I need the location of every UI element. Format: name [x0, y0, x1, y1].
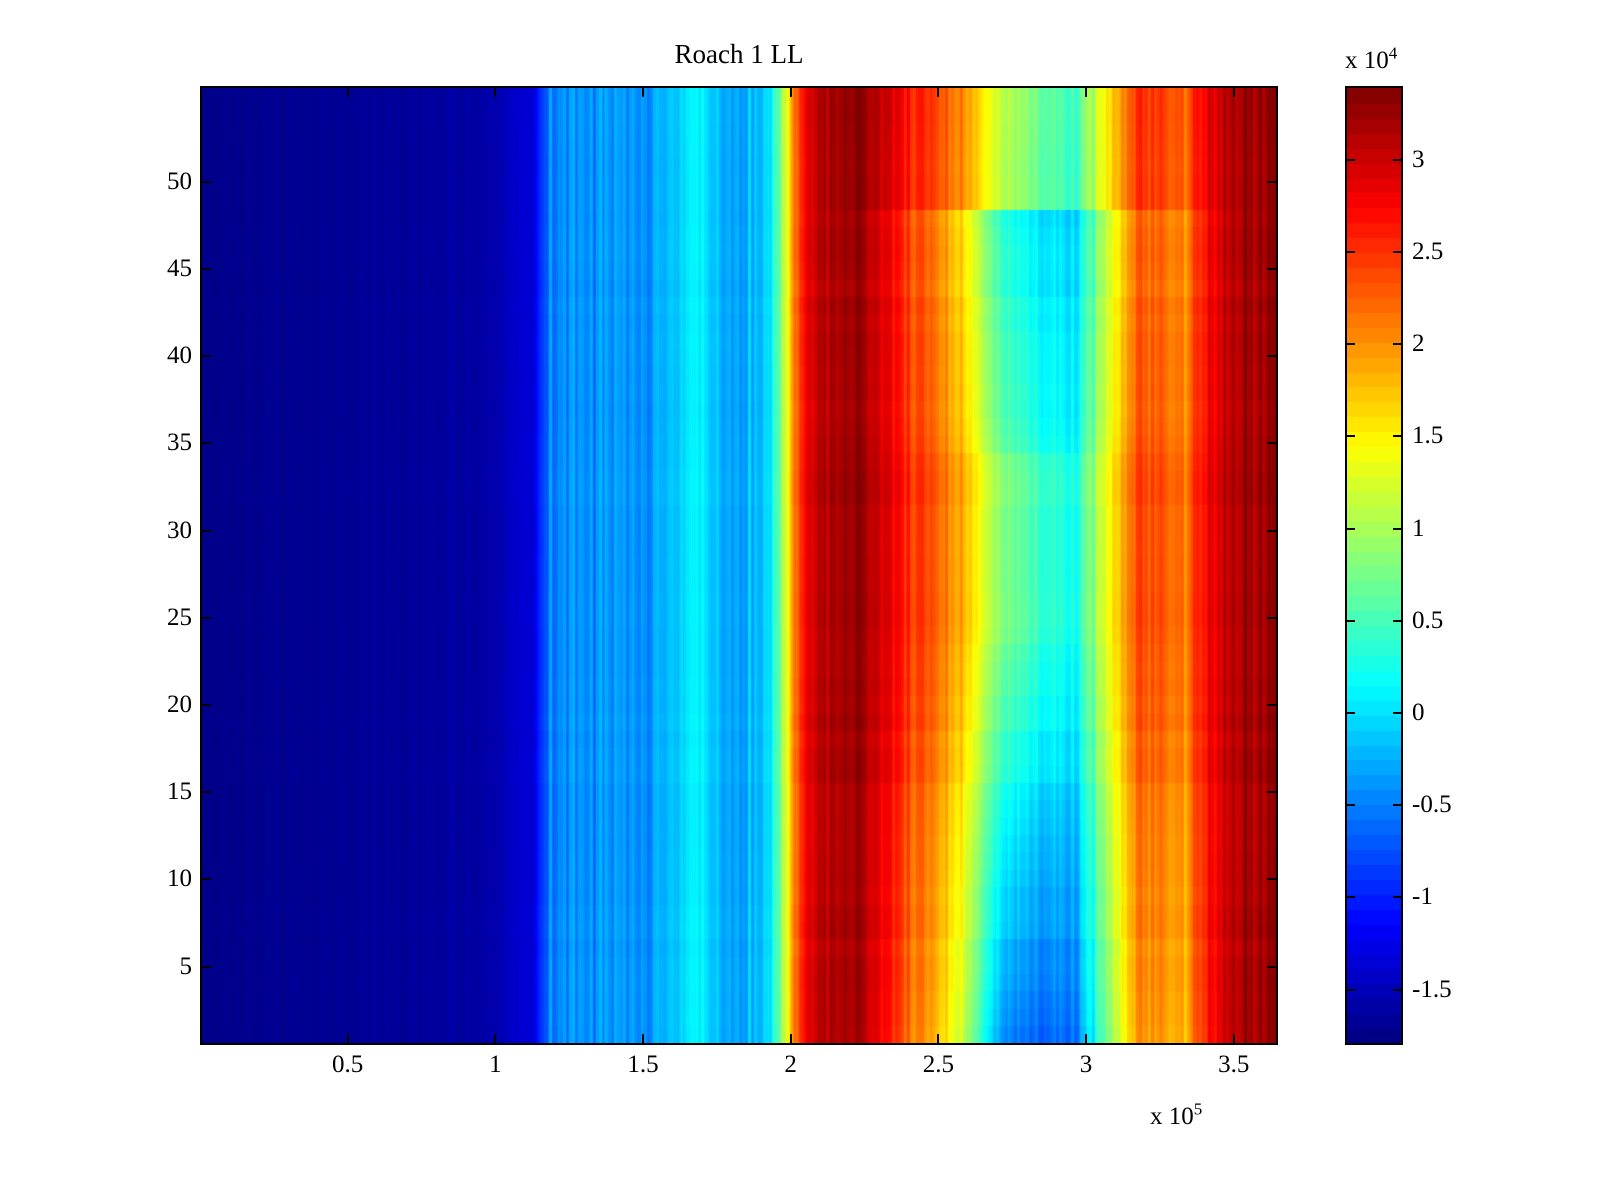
y-axis-tick-mark: [200, 355, 211, 358]
colorbar-tick-label: 1.5: [1412, 422, 1444, 450]
x-axis-tick-mark: [789, 1034, 792, 1045]
cb-exponent-power: 4: [1388, 43, 1398, 63]
colorbar-tick-mark-right: [1393, 527, 1403, 530]
x-axis-tick-mark: [642, 1034, 644, 1045]
colorbar-tick-mark-right: [1393, 712, 1403, 715]
colorbar-tick-mark-left: [1345, 896, 1355, 899]
x-exponent-power: 5: [1193, 1099, 1203, 1119]
y-axis-tick-mark-right: [1267, 268, 1278, 271]
colorbar-exponent-label: x 104: [1345, 45, 1397, 74]
y-axis-tick-label: 25: [167, 603, 192, 631]
x-axis-tick-mark-top: [789, 86, 792, 97]
x-axis-tick-mark-top: [494, 86, 497, 97]
colorbar-tick-mark-right: [1393, 343, 1403, 346]
colorbar-tick-mark-left: [1345, 343, 1355, 346]
y-axis-tick-mark: [200, 703, 211, 706]
y-axis-tick-label: 15: [167, 778, 192, 806]
y-axis-tick-label: 10: [167, 865, 192, 893]
y-axis-tick-mark-right: [1267, 878, 1278, 881]
y-axis-tick-mark-right: [1267, 355, 1278, 358]
colorbar-tick-label: 0: [1412, 699, 1425, 727]
x-axis-tick-label: 1: [489, 1051, 502, 1078]
y-axis-tick-mark-right: [1267, 616, 1278, 619]
colorbar-tick-label: 1: [1412, 514, 1425, 542]
colorbar-tick-mark-left: [1345, 158, 1355, 161]
colorbar-tick-label: -1: [1412, 883, 1433, 911]
y-axis-tick-mark: [200, 878, 211, 881]
y-axis-tick-mark: [200, 616, 211, 619]
heatmap-image: [202, 88, 1276, 1043]
x-axis-tick-mark: [494, 1034, 497, 1045]
x-axis-tick-mark: [1085, 1034, 1088, 1045]
y-axis-tick-mark-right: [1267, 442, 1278, 445]
colorbar-tick-label: 3: [1412, 145, 1425, 173]
x-axis-exponent-label: x 105: [1150, 1101, 1202, 1130]
colorbar[interactable]: [1345, 86, 1403, 1045]
y-axis-tick-label: 5: [179, 952, 193, 980]
x-axis-tick-mark: [1232, 1034, 1235, 1045]
colorbar-tick-mark-right: [1393, 804, 1403, 807]
colorbar-tick-mark-right: [1393, 435, 1403, 438]
x-axis-tick-mark-top: [1085, 86, 1088, 97]
colorbar-tick-label: -0.5: [1412, 791, 1452, 819]
x-axis-tick-mark-top: [346, 86, 349, 97]
x-axis-tick-mark-top: [937, 86, 940, 97]
y-axis-tick-mark: [200, 529, 211, 532]
heatmap-plot-area[interactable]: [200, 86, 1278, 1045]
y-axis-tick-mark: [200, 791, 211, 794]
colorbar-tick-mark-right: [1393, 619, 1403, 622]
colorbar-tick-mark-left: [1345, 804, 1355, 807]
colorbar-tick-mark-left: [1345, 988, 1355, 991]
y-axis-tick-mark-right: [1267, 791, 1278, 794]
y-axis-tick-mark: [200, 268, 211, 271]
y-axis-tick-mark: [200, 965, 211, 968]
x-axis-tick-label: 1.5: [627, 1051, 659, 1078]
colorbar-gradient: [1347, 88, 1401, 1043]
colorbar-tick-label: 0.5: [1412, 606, 1444, 634]
x-axis-tick-label: 2: [784, 1051, 797, 1078]
x-axis-tick-label: 2.5: [922, 1051, 954, 1078]
x-axis-tick-mark-top: [1232, 86, 1235, 97]
cb-exponent-prefix: x 10: [1345, 47, 1389, 74]
y-axis-tick-label: 50: [167, 167, 192, 195]
x-exponent-prefix: x 10: [1150, 1103, 1194, 1130]
colorbar-tick-mark-right: [1393, 250, 1403, 253]
x-axis-tick-label: 3.5: [1218, 1051, 1250, 1078]
colorbar-tick-mark-left: [1345, 435, 1355, 438]
x-axis-tick-label: 0.5: [332, 1051, 364, 1078]
y-axis-tick-label: 30: [167, 516, 192, 544]
y-axis-tick-label: 45: [167, 255, 192, 283]
colorbar-tick-mark-left: [1345, 527, 1355, 530]
x-axis-tick-mark: [346, 1034, 349, 1045]
colorbar-tick-mark-left: [1345, 712, 1355, 715]
y-axis-tick-label: 20: [167, 690, 192, 718]
y-axis-tick-label: 35: [167, 429, 192, 457]
colorbar-tick-label: 2: [1412, 330, 1425, 358]
x-axis-tick-label: 3: [1079, 1051, 1093, 1078]
colorbar-tick-mark-left: [1345, 619, 1355, 622]
y-axis-tick-label: 40: [167, 342, 192, 370]
colorbar-tick-label: -1.5: [1412, 975, 1452, 1003]
y-axis-tick-mark-right: [1267, 965, 1278, 968]
y-axis-tick-mark: [200, 442, 211, 445]
colorbar-tick-label: 2.5: [1412, 237, 1444, 265]
y-axis-tick-mark-right: [1267, 529, 1278, 532]
colorbar-tick-mark-right: [1393, 896, 1403, 899]
y-axis-tick-mark: [200, 180, 211, 183]
page-title: Roach 1 LL: [674, 39, 804, 69]
y-axis-tick-mark-right: [1267, 180, 1278, 183]
y-axis-tick-mark-right: [1267, 703, 1278, 706]
colorbar-tick-mark-left: [1345, 250, 1355, 253]
colorbar-tick-mark-right: [1393, 158, 1403, 161]
colorbar-tick-mark-right: [1393, 988, 1403, 991]
x-axis-tick-mark: [937, 1034, 940, 1045]
x-axis-tick-mark-top: [642, 86, 644, 97]
